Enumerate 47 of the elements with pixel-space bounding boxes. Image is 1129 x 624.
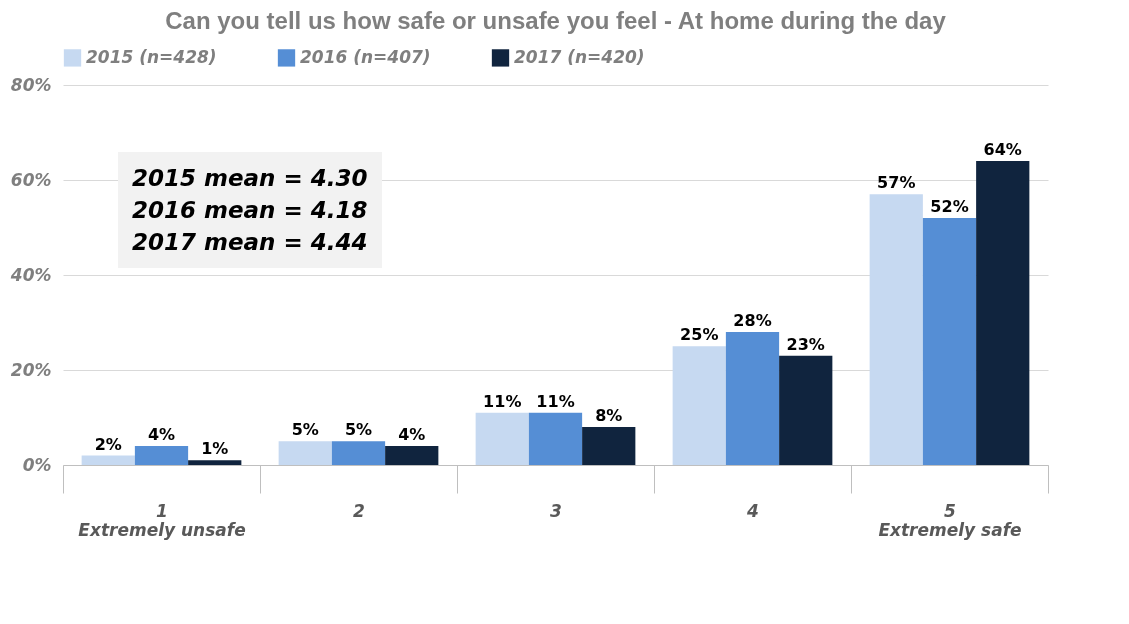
bar bbox=[81, 455, 135, 465]
bar bbox=[672, 346, 726, 465]
data-label: 1% bbox=[201, 439, 229, 459]
x-tick-label: 1 Extremely unsafe bbox=[78, 500, 246, 540]
data-label: 2% bbox=[94, 434, 122, 454]
x-tick-label: 5 Extremely safe bbox=[878, 500, 1022, 540]
data-label: 25% bbox=[680, 325, 719, 345]
y-tick-label: 0% bbox=[22, 454, 52, 475]
data-label: 28% bbox=[733, 311, 772, 330]
y-tick-label: 40% bbox=[9, 264, 52, 285]
bar bbox=[725, 332, 780, 465]
data-label: 23% bbox=[786, 334, 825, 354]
chart-title: Can you tell us how safe or unsafe you feel - At home during the day bbox=[165, 7, 947, 34]
data-label: 11% bbox=[483, 391, 522, 411]
bar bbox=[475, 412, 529, 465]
bar bbox=[976, 161, 1030, 465]
data-label: 57% bbox=[877, 173, 916, 193]
data-label: 4% bbox=[147, 425, 176, 444]
bar bbox=[922, 218, 977, 465]
data-label: 5% bbox=[344, 420, 373, 440]
annotation: 2015 mean = 4.30 bbox=[132, 164, 368, 193]
data-label: 5% bbox=[291, 420, 319, 440]
annotation: 2016 mean = 4.18 bbox=[132, 196, 368, 225]
data-label: 8% bbox=[595, 406, 623, 425]
legend-label: 2015 (n=428) bbox=[86, 46, 217, 67]
y-tick-label: 60% bbox=[10, 169, 52, 190]
bar bbox=[582, 427, 636, 465]
bar bbox=[779, 355, 833, 465]
y-tick-label: 80% bbox=[10, 74, 52, 95]
bar bbox=[528, 412, 583, 465]
bar bbox=[869, 194, 923, 465]
bar bbox=[331, 441, 386, 465]
bar bbox=[278, 441, 332, 465]
bar bbox=[385, 446, 439, 465]
x-tick-label: 3 bbox=[550, 500, 562, 521]
annotation: 2017 mean = 4.44 bbox=[132, 228, 368, 257]
legend-label: 2016 (n=407) bbox=[300, 46, 431, 67]
data-label: 52% bbox=[930, 197, 969, 216]
data-label: 64% bbox=[983, 140, 1022, 159]
legend-label: 2017 (n=420) bbox=[514, 46, 645, 67]
x-tick-label: 4 bbox=[746, 500, 759, 521]
data-label: 11% bbox=[536, 391, 575, 411]
bar bbox=[188, 460, 242, 465]
y-tick-label: 20% bbox=[10, 359, 52, 380]
bar bbox=[134, 446, 189, 465]
x-tick-label: 2 bbox=[353, 500, 365, 521]
data-label: 4% bbox=[398, 425, 426, 444]
